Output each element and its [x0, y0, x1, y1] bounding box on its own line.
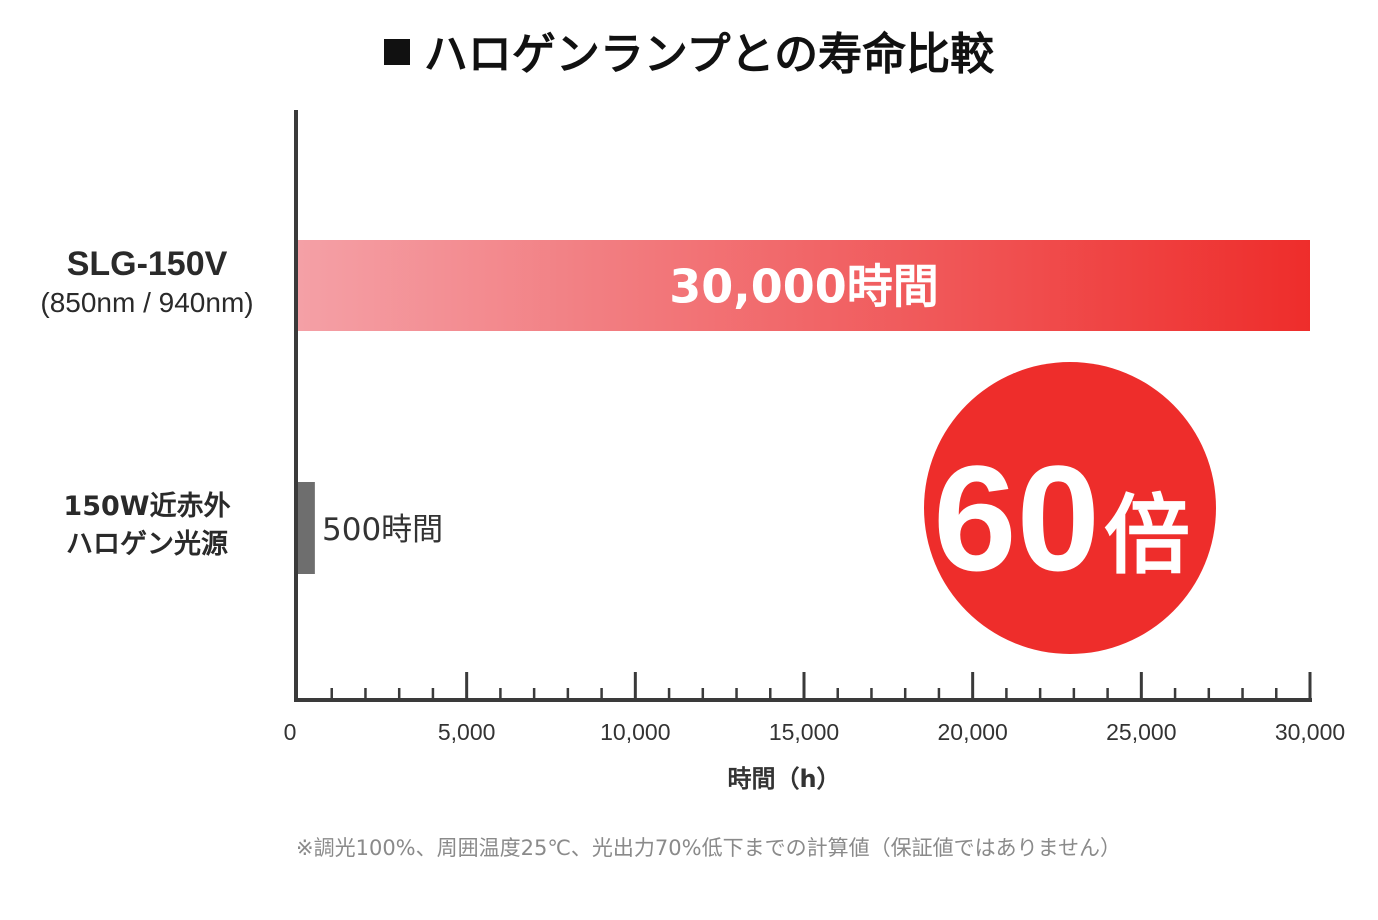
x-axis-title: 時間（h）: [727, 765, 840, 793]
category-name-slg: SLG-150V: [66, 245, 228, 283]
bar-slg-150v: [298, 240, 1310, 331]
category-label-slg: SLG-150V (850nm / 940nm): [0, 242, 294, 320]
x-tick-label: 0: [284, 719, 297, 745]
chart-title-text: ハロゲンランプとの寿命比較: [423, 29, 995, 80]
category-sub-slg: (850nm / 940nm): [40, 287, 254, 318]
category-label-halogen: 150W近赤外 ハロゲン光源: [0, 488, 294, 564]
square-bullet-icon: [383, 39, 410, 65]
x-tick-label: 5,000: [438, 719, 496, 745]
bar-label-halogen: 500時間: [322, 512, 443, 548]
x-tick-label: 20,000: [937, 719, 1007, 745]
chart-title: ハロゲンランプとの寿命比較: [0, 18, 1378, 82]
category-name-halogen-line1: 150W近赤外: [63, 491, 231, 522]
ratio-badge-number: 60: [933, 434, 1100, 602]
x-tick-label: 15,000: [769, 719, 839, 745]
bar-label-slg-150v: 30,000時間: [669, 260, 939, 314]
footnote: ※調光100%、周囲温度25℃、光出力70%低下までの計算値（保証値ではありませ…: [296, 836, 1121, 860]
ratio-badge-unit: 倍: [1104, 486, 1190, 586]
bar-halogen: [298, 482, 315, 574]
category-name-halogen-line2: ハロゲン光源: [66, 529, 228, 560]
x-tick-label: 10,000: [600, 719, 670, 745]
x-tick-label: 25,000: [1106, 719, 1176, 745]
x-tick-label: 30,000: [1275, 719, 1345, 745]
ratio-badge-circle: [924, 362, 1216, 654]
